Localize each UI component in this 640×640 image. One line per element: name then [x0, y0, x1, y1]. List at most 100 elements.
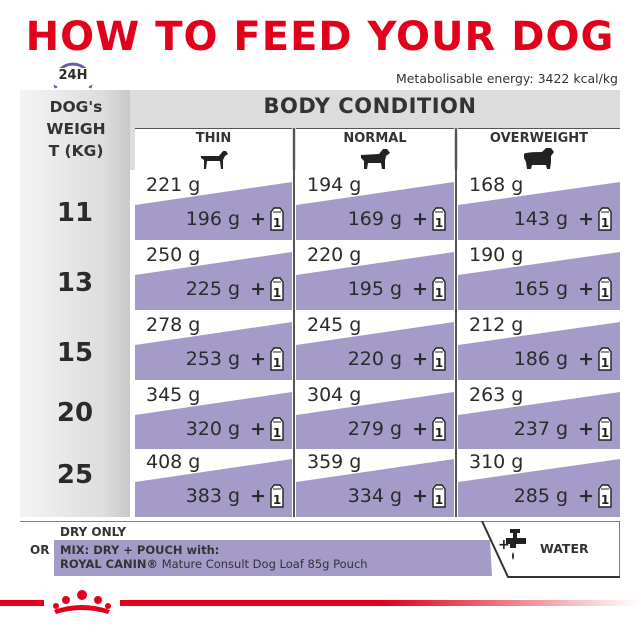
mix-amount: 279 g +1	[348, 417, 446, 441]
mix-amount: 225 g +1	[186, 277, 284, 301]
clock-24h-icon: 24H	[50, 58, 96, 94]
legend-frame	[20, 521, 620, 578]
mix-amount: 220 g +1	[348, 347, 446, 371]
plus-sign: +	[250, 418, 266, 440]
feeding-cell: 245 g 220 g +1	[296, 312, 454, 380]
column-separator	[293, 128, 295, 517]
dry-only-amount: 250 g	[146, 244, 201, 266]
legend-product: Mature Consult Dog Loaf 85g Pouch	[158, 557, 368, 571]
column-header-normal: NORMAL	[296, 128, 454, 171]
energy-text: Metabolisable energy: 3422 kcal/kg	[395, 71, 618, 86]
dry-only-amount: 212 g	[469, 314, 524, 336]
mix-amount: 320 g +1	[186, 417, 284, 441]
pouch-icon: 1	[598, 484, 612, 508]
plus-sign: +	[578, 208, 594, 230]
svg-text:1: 1	[435, 493, 443, 507]
feeding-cell: 194 g 169 g +1	[296, 172, 454, 240]
thin-dog-icon	[200, 151, 228, 169]
legend-mix-line-2: ROYAL CANIN® Mature Consult Dog Loaf 85g…	[60, 557, 368, 571]
feeding-cell: 310 g 285 g +1	[458, 449, 620, 517]
pouch-icon: 1	[432, 207, 446, 231]
feeding-cell: 359 g 334 g +1	[296, 449, 454, 517]
dry-only-amount: 359 g	[307, 451, 362, 473]
svg-text:1: 1	[601, 356, 609, 370]
weight-column-bg	[20, 90, 130, 517]
plus-sign: +	[250, 485, 266, 507]
mix-amount: 165 g +1	[514, 277, 612, 301]
mix-dry-amount: 165 g	[513, 278, 569, 300]
plus-sign: +	[578, 485, 594, 507]
pouch-icon: 1	[598, 347, 612, 371]
pouch-icon: 1	[270, 484, 284, 508]
pouch-icon: 1	[598, 277, 612, 301]
svg-text:1: 1	[273, 286, 281, 300]
mix-dry-amount: 169 g	[347, 208, 403, 230]
dry-only-amount: 304 g	[307, 384, 362, 406]
mix-dry-amount: 225 g	[185, 278, 241, 300]
page-title: HOW TO FEED YOUR DOG	[25, 14, 615, 60]
weight-label: 13	[56, 268, 94, 298]
weight-label: 20	[56, 398, 94, 428]
svg-text:1: 1	[601, 493, 609, 507]
mix-dry-amount: 186 g	[513, 348, 569, 370]
mix-amount: 334 g +1	[348, 484, 446, 508]
plus-sign: +	[412, 418, 428, 440]
dry-only-amount: 408 g	[146, 451, 201, 473]
pouch-icon: 1	[598, 207, 612, 231]
dry-only-amount: 278 g	[146, 314, 201, 336]
pouch-icon: 1	[432, 484, 446, 508]
weight-label: 11	[56, 198, 94, 228]
dry-only-amount: 190 g	[469, 244, 524, 266]
pouch-icon: 1	[432, 347, 446, 371]
mix-amount: 253 g +1	[186, 347, 284, 371]
feeding-cell: 250 g 225 g +1	[135, 242, 292, 310]
plus-sign: +	[412, 485, 428, 507]
svg-text:1: 1	[435, 356, 443, 370]
feeding-cell: 220 g 195 g +1	[296, 242, 454, 310]
mix-dry-amount: 220 g	[347, 348, 403, 370]
feeding-cell: 278 g 253 g +1	[135, 312, 292, 380]
feeding-cell: 212 g 186 g +1	[458, 312, 620, 380]
legend-water: WATER	[540, 541, 589, 556]
mix-dry-amount: 196 g	[185, 208, 241, 230]
feeding-cell: 345 g 320 g +1	[135, 382, 292, 450]
weight-label: 25	[56, 460, 94, 490]
plus-sign: +	[412, 278, 428, 300]
pouch-icon: 1	[270, 277, 284, 301]
mix-amount: 169 g +1	[348, 207, 446, 231]
feeding-cell: 408 g 383 g +1	[135, 449, 292, 517]
mix-amount: 195 g +1	[348, 277, 446, 301]
dry-only-amount: 194 g	[307, 174, 362, 196]
mix-amount: 285 g +1	[514, 484, 612, 508]
feeding-table: DOG's WEIGH T (KG) BODY CONDITION THIN N…	[20, 90, 620, 517]
column-header-overweight: OVERWEIGHT	[458, 128, 620, 171]
svg-text:1: 1	[273, 493, 281, 507]
dry-only-amount: 245 g	[307, 314, 362, 336]
feeding-cell: 304 g 279 g +1	[296, 382, 454, 450]
mix-dry-amount: 285 g	[513, 485, 569, 507]
legend: DRY ONLY OR MIX: DRY + POUCH with: ROYAL…	[20, 521, 620, 581]
svg-text:1: 1	[435, 286, 443, 300]
svg-text:1: 1	[601, 426, 609, 440]
mix-dry-amount: 143 g	[513, 208, 569, 230]
column-header-thin: THIN	[135, 128, 292, 171]
mix-dry-amount: 237 g	[513, 418, 569, 440]
mix-dry-amount: 253 g	[185, 348, 241, 370]
dry-only-amount: 221 g	[146, 174, 201, 196]
weight-header: DOG's WEIGH T (KG)	[26, 96, 126, 162]
mix-dry-amount: 279 g	[347, 418, 403, 440]
feeding-cell: 221 g 196 g +1	[135, 172, 292, 240]
dry-only-amount: 168 g	[469, 174, 524, 196]
pouch-icon: 1	[270, 207, 284, 231]
pouch-icon: 1	[432, 277, 446, 301]
svg-text:1: 1	[273, 356, 281, 370]
pouch-icon: 1	[270, 347, 284, 371]
clock-label: 24H	[58, 68, 88, 83]
plus-sign: +	[578, 278, 594, 300]
dry-only-amount: 220 g	[307, 244, 362, 266]
legend-mix-text: MIX: DRY + POUCH with: ROYAL CANIN® Matu…	[60, 543, 368, 571]
column-label-normal: NORMAL	[343, 131, 407, 146]
mix-dry-amount: 195 g	[347, 278, 403, 300]
svg-text:1: 1	[435, 216, 443, 230]
royal-canin-crown-logo	[44, 588, 120, 616]
